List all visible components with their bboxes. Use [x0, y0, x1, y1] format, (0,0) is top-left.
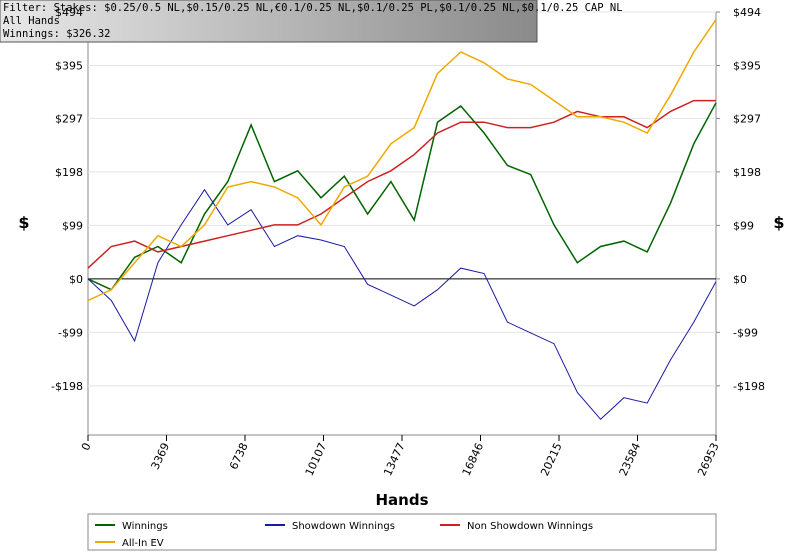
- plot-area: [87, 11, 717, 436]
- y2-tick-label: $297: [733, 112, 761, 125]
- y-tick-label: $494: [55, 6, 83, 19]
- x-tick-label: 10107: [303, 441, 330, 478]
- y-axis-label: $: [18, 213, 29, 232]
- legend-label: Non Showdown Winnings: [467, 521, 593, 532]
- winnings-text: Winnings: $326.32: [3, 28, 110, 40]
- x-tick-label: 3369: [149, 441, 173, 472]
- y2-axis-label: $: [773, 213, 784, 232]
- y-tick-label: $99: [62, 219, 83, 232]
- x-tick-label: 20215: [538, 441, 565, 478]
- legend-label: Winnings: [122, 521, 168, 532]
- x-tick-label: 26953: [695, 441, 722, 478]
- x-tick-label: 16846: [460, 441, 487, 478]
- legend: [87, 513, 717, 551]
- y2-tick-label: $198: [733, 166, 761, 179]
- series-line: [87, 102, 717, 291]
- series-line: [87, 99, 716, 269]
- x-tick-label: 6738: [227, 441, 251, 472]
- y-tick-label: $395: [55, 59, 83, 72]
- y2-tick-label: $0: [733, 273, 747, 286]
- info-box: [0, 0, 538, 43]
- x-axis-label: Hands: [375, 491, 428, 509]
- series-line: [87, 19, 717, 302]
- y2-tick-label: $494: [733, 6, 761, 19]
- y2-tick-label: -$198: [733, 380, 765, 393]
- y-tick-label: $198: [55, 166, 83, 179]
- y2-tick-label: $99: [733, 219, 754, 232]
- y-tick-label: -$198: [51, 380, 83, 393]
- y-tick-label: $0: [69, 273, 83, 286]
- y2-tick-label: $395: [733, 59, 761, 72]
- x-tick-label: 23584: [617, 441, 644, 478]
- series-line: [87, 188, 717, 421]
- hands-text: All Hands: [3, 15, 60, 27]
- y-tick-label: -$99: [58, 326, 83, 339]
- y2-tick-label: -$99: [733, 326, 758, 339]
- x-tick-label: 13477: [381, 441, 408, 478]
- legend-label: Showdown Winnings: [292, 521, 395, 532]
- y-tick-label: $297: [55, 112, 83, 125]
- filter-text: Filter: Stakes: $0.25/0.5 NL,$0.15/0.25 …: [3, 2, 623, 14]
- x-tick-label: 0: [79, 441, 94, 453]
- legend-label: All-In EV: [122, 538, 164, 549]
